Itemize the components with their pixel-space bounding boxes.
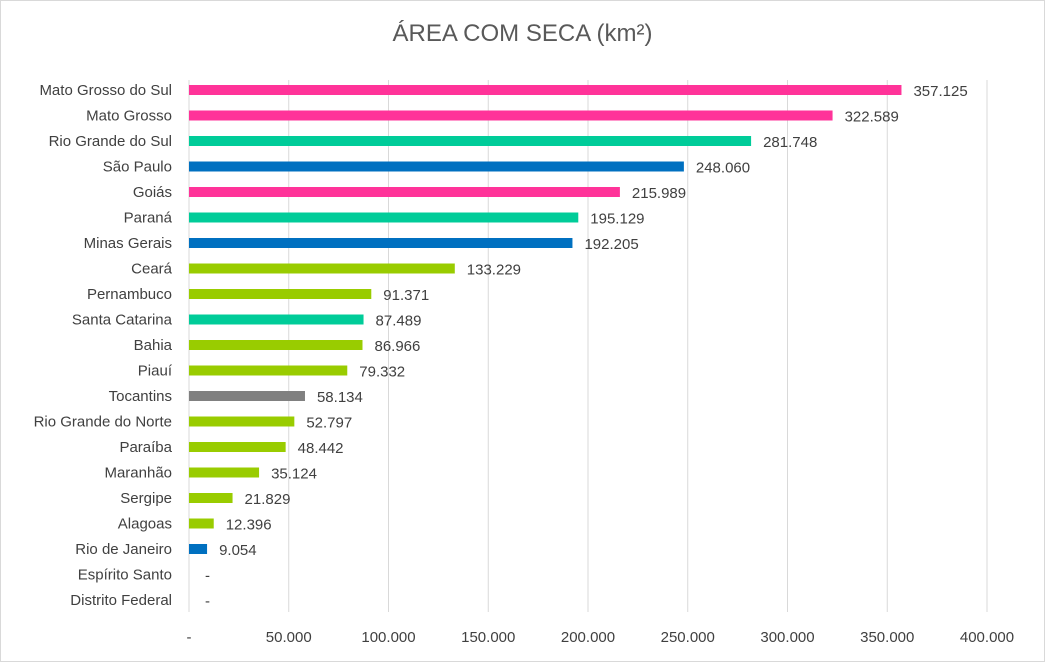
data-label: 21.829 bbox=[245, 491, 291, 508]
data-label: 87.489 bbox=[376, 313, 422, 330]
category-label: Mato Grosso bbox=[86, 108, 172, 125]
bar bbox=[189, 187, 620, 197]
category-label: Goiás bbox=[133, 184, 172, 201]
data-label: 195.129 bbox=[590, 211, 644, 228]
bar bbox=[189, 314, 364, 325]
data-label: 52.797 bbox=[306, 415, 352, 432]
bar bbox=[189, 493, 233, 503]
category-label: Mato Grosso do Sul bbox=[39, 82, 172, 99]
data-label: - bbox=[205, 593, 210, 610]
data-label: 281.748 bbox=[763, 134, 817, 151]
data-label: 35.124 bbox=[271, 466, 317, 483]
data-label: 248.060 bbox=[696, 160, 750, 177]
bar bbox=[189, 85, 902, 95]
x-tick-label: - bbox=[187, 629, 192, 646]
category-label: Paraná bbox=[124, 210, 173, 227]
category-label: Pernambuco bbox=[87, 286, 172, 303]
bar bbox=[189, 110, 833, 121]
data-label: 91.371 bbox=[383, 287, 429, 304]
category-label: Piauí bbox=[138, 363, 173, 380]
x-tick-label: 150.000 bbox=[461, 629, 515, 646]
category-label: Paraíba bbox=[119, 439, 172, 456]
data-label: 133.229 bbox=[467, 262, 521, 279]
data-label: - bbox=[205, 568, 210, 585]
bar bbox=[189, 161, 684, 172]
x-tick-label: 400.000 bbox=[960, 629, 1014, 646]
data-label: 12.396 bbox=[226, 517, 272, 534]
category-label: Bahia bbox=[134, 337, 173, 354]
category-label: Alagoas bbox=[118, 516, 172, 533]
bar bbox=[189, 136, 752, 146]
bar bbox=[189, 289, 372, 299]
x-tick-label: 350.000 bbox=[860, 629, 914, 646]
data-label: 357.125 bbox=[913, 83, 967, 100]
x-tick-label: 100.000 bbox=[361, 629, 415, 646]
bar bbox=[189, 416, 295, 427]
bar bbox=[189, 544, 208, 554]
data-label: 58.134 bbox=[317, 389, 363, 406]
bar bbox=[189, 365, 348, 376]
bar bbox=[189, 340, 363, 350]
category-label: Minas Gerais bbox=[84, 235, 172, 252]
category-label: Tocantins bbox=[109, 388, 172, 405]
category-label: Distrito Federal bbox=[70, 592, 172, 609]
bar bbox=[189, 263, 455, 274]
category-label: Sergipe bbox=[120, 490, 172, 507]
x-tick-label: 300.000 bbox=[760, 629, 814, 646]
data-label: 9.054 bbox=[219, 542, 257, 559]
data-label: 86.966 bbox=[374, 338, 420, 355]
x-tick-label: 200.000 bbox=[561, 629, 615, 646]
bar bbox=[189, 467, 260, 478]
x-tick-label: 250.000 bbox=[661, 629, 715, 646]
data-label: 192.205 bbox=[584, 236, 638, 253]
data-label: 322.589 bbox=[845, 109, 899, 126]
data-label: 48.442 bbox=[298, 440, 344, 457]
category-label: Rio de Janeiro bbox=[75, 541, 172, 558]
category-label: Espírito Santo bbox=[78, 567, 172, 584]
category-label: Santa Catarina bbox=[72, 312, 173, 329]
data-label: 215.989 bbox=[632, 185, 686, 202]
category-label: São Paulo bbox=[103, 159, 172, 176]
category-label: Maranhão bbox=[104, 465, 172, 482]
bar bbox=[189, 391, 305, 401]
x-tick-label: 50.000 bbox=[266, 629, 312, 646]
data-label: 79.332 bbox=[359, 364, 405, 381]
chart-title: ÁREA COM SECA (km²) bbox=[392, 20, 653, 47]
bar bbox=[189, 212, 579, 223]
category-label: Rio Grande do Sul bbox=[49, 133, 172, 150]
bar bbox=[189, 238, 573, 248]
bar bbox=[189, 518, 214, 529]
category-label: Rio Grande do Norte bbox=[34, 414, 172, 431]
category-label: Ceará bbox=[131, 261, 173, 278]
bar bbox=[189, 442, 286, 452]
